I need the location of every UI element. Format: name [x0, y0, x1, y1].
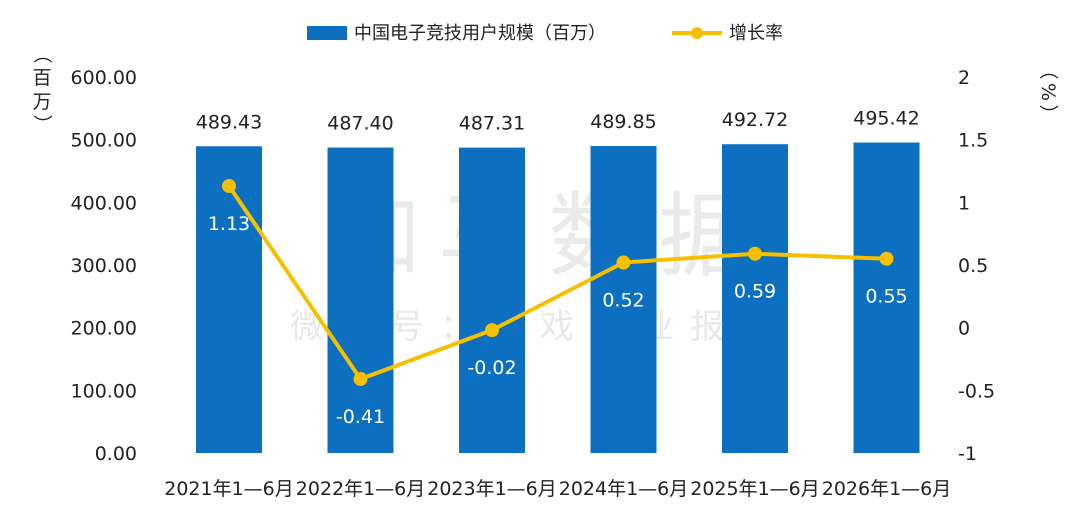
- y-right-title-char: %: [1037, 83, 1059, 101]
- watermark: 伽马数据 微信号：游戏产业报告: [290, 183, 774, 347]
- y-right-tick-label: 1: [958, 192, 970, 214]
- growth-point: [222, 179, 236, 194]
- bar-data-label: 489.85: [590, 111, 656, 133]
- bar-data-label: 487.40: [327, 113, 393, 135]
- growth-data-label: 0.59: [734, 281, 776, 303]
- x-tick-label: 2026年1—6月: [822, 478, 952, 500]
- bar-data-label: 495.42: [853, 108, 919, 130]
- y-left-tick-label: 300.00: [71, 255, 137, 277]
- x-tick-label: 2021年1—6月: [164, 478, 294, 500]
- y-right-tick-label: 2: [958, 67, 970, 89]
- y-right-tick-label: 0: [958, 318, 970, 340]
- x-tick-label: 2025年1—6月: [690, 478, 820, 500]
- bar: [853, 142, 920, 453]
- line-data-labels: 1.13 -0.41 -0.02 0.52 0.59 0.55: [208, 213, 908, 428]
- x-ticks: 2021年1—6月 2022年1—6月 2023年1—6月 2024年1—6月 2025…: [164, 478, 951, 500]
- y-right-tick-label: -0.5: [958, 380, 995, 402]
- y-right-ticks: -1 -0.5 0 0.5 1 1.5 2: [958, 67, 995, 465]
- y-left-tick-label: 0.00: [95, 443, 137, 465]
- bar-data-label: 487.31: [459, 113, 525, 135]
- growth-line: [227, 184, 887, 382]
- y-left-title-char: 万: [32, 91, 51, 113]
- y-left-title-char: 百: [32, 67, 51, 89]
- growth-data-label: 0.52: [602, 289, 644, 311]
- growth-data-label: -0.02: [467, 357, 516, 379]
- growth-point: [353, 372, 368, 387]
- bar-data-label: 489.43: [196, 111, 262, 133]
- growth-data-label: 1.13: [208, 213, 250, 235]
- line-series: [222, 179, 894, 387]
- y-right-tick-label: 0.5: [958, 255, 988, 277]
- legend: 中国电子竞技用户规模（百万） 增长率: [307, 23, 783, 44]
- bar-data-label: 492.72: [722, 109, 788, 131]
- legend-swatch-bar: [307, 26, 347, 40]
- bar-series: [196, 142, 920, 453]
- y-right-title-char: （: [1037, 60, 1059, 79]
- bar: [590, 146, 657, 453]
- bar-data-labels: 489.43 487.40 487.31 489.85 492.72 495.42: [196, 108, 920, 135]
- growth-point: [616, 255, 631, 270]
- y-left-tick-label: 400.00: [71, 192, 137, 214]
- bar: [459, 147, 525, 453]
- growth-point: [485, 323, 499, 338]
- y-right-title-char: ）: [1037, 104, 1059, 123]
- bar: [722, 144, 788, 453]
- y-right-title: （ % ）: [1037, 60, 1059, 123]
- legend-label-bar: 中国电子竞技用户规模（百万）: [354, 23, 606, 44]
- y-left-ticks: 0.00 100.00 200.00 300.00 400.00 500.00 600.00: [71, 67, 137, 465]
- y-left-tick-label: 600.00: [71, 67, 137, 89]
- bar: [327, 147, 394, 453]
- legend-label-line: 增长率: [729, 23, 783, 44]
- growth-data-label: 0.55: [865, 286, 907, 308]
- bar: [196, 146, 262, 453]
- y-left-title: （ 百 万 ）: [31, 44, 53, 133]
- growth-data-label: -0.41: [336, 406, 385, 428]
- growth-point: [879, 251, 894, 266]
- watermark-main: 伽马数据: [328, 183, 768, 290]
- x-tick-label: 2023年1—6月: [427, 478, 557, 500]
- growth-point: [748, 246, 762, 261]
- y-left-tick-label: 100.00: [71, 380, 137, 402]
- y-left-title-char: （: [31, 44, 53, 63]
- legend-swatch-marker: [691, 27, 703, 39]
- y-left-tick-label: 500.00: [71, 130, 137, 152]
- x-tick-label: 2022年1—6月: [296, 478, 426, 500]
- y-right-tick-label: -1: [958, 443, 977, 465]
- y-left-title-char: ）: [31, 114, 53, 133]
- y-left-tick-label: 200.00: [71, 318, 137, 340]
- y-right-tick-label: 1.5: [958, 130, 988, 152]
- x-tick-label: 2024年1—6月: [559, 478, 689, 500]
